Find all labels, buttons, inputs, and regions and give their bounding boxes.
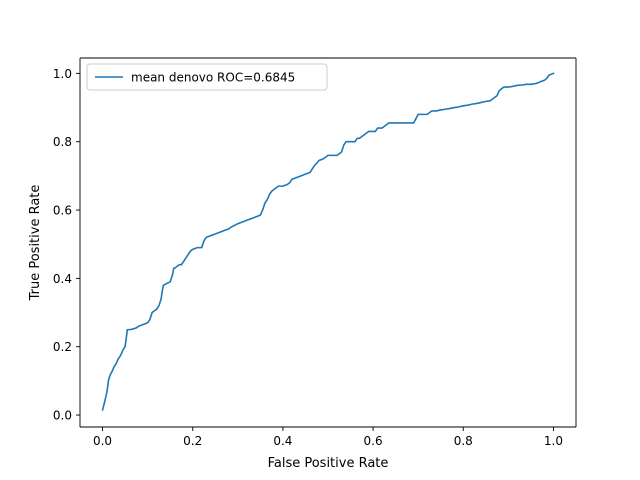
x-tick-label: 0.4	[273, 434, 292, 448]
x-tick-label: 1.0	[544, 434, 563, 448]
x-tick-label: 0.0	[93, 434, 112, 448]
y-tick-label: 0.2	[53, 340, 72, 354]
y-tick-label: 1.0	[53, 67, 72, 81]
y-axis-label: True Positive Rate	[28, 185, 43, 302]
legend-frame	[86, 63, 328, 91]
axes: 0.0 0.2 0.4 0.6 0.8 1.0 0.0 0.2 0.4 0.6 0.8 1.0	[53, 57, 577, 448]
y-tick-label: 0.8	[53, 135, 72, 149]
y-tick-label: 0.4	[53, 272, 72, 286]
series-line-0	[101, 72, 555, 411]
x-axis-label: False Positive Rate	[268, 456, 389, 471]
x-tick-label: 0.8	[454, 434, 473, 448]
x-tick-label: 0.2	[183, 434, 202, 448]
legend: mean denovo ROC=0.6845	[86, 63, 328, 91]
x-tick-label: 0.6	[364, 434, 383, 448]
y-tick-label: 0.6	[53, 204, 72, 218]
plot-area	[101, 72, 555, 411]
y-tick-label: 0.0	[53, 409, 72, 423]
legend-label: mean denovo ROC=0.6845	[131, 71, 295, 85]
